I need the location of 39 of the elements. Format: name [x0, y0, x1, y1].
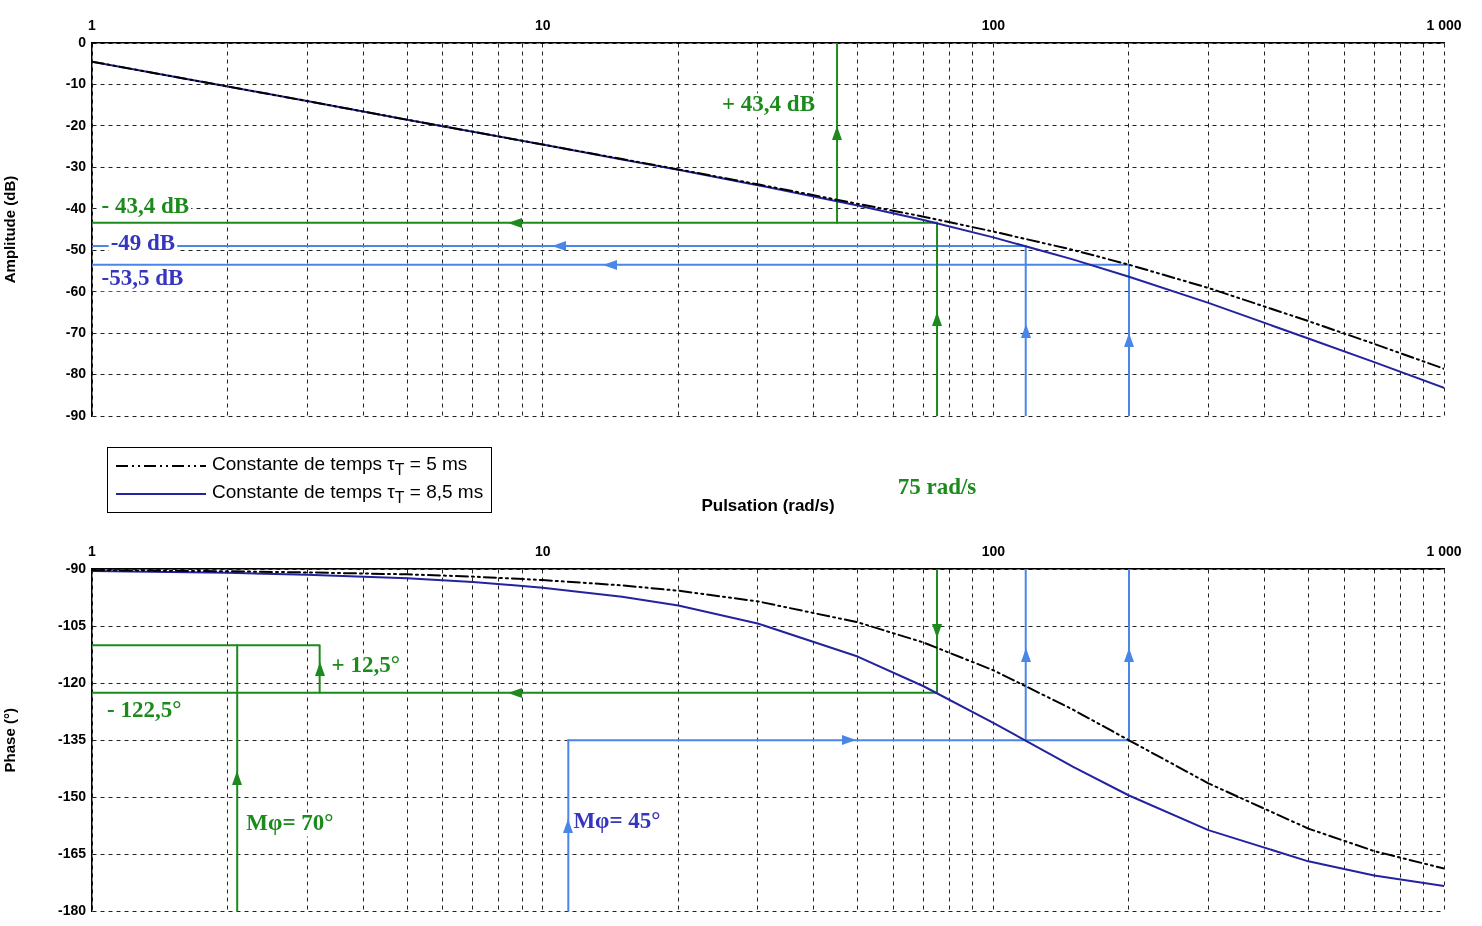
- y-tick-label: -80: [65, 365, 87, 382]
- x-tick-label: 1 000: [1426, 543, 1462, 560]
- y-tick-label: -120: [57, 674, 87, 691]
- annotation: Mφ= 70°: [246, 810, 334, 836]
- x-tick-label: 1 000: [1426, 17, 1462, 34]
- y-tick-label: -105: [57, 616, 87, 633]
- y-tick-label: -150: [57, 788, 87, 805]
- annotation: - 43,4 dB: [101, 192, 190, 218]
- y-axis-title: Amplitude (dB): [1, 175, 19, 284]
- x-tick-label: 100: [981, 543, 1006, 560]
- x-tick-label: 10: [534, 543, 551, 560]
- legend-label: Constante de temps τ$_{T}$ = 5 ms: [212, 453, 468, 479]
- x-tick-label: 10: [534, 17, 551, 34]
- annotation: -53,5 dB: [101, 265, 184, 291]
- y-tick-label: -90: [65, 406, 87, 423]
- y-tick-label: -10: [65, 75, 87, 92]
- legend-label: Constante de temps τ$_{T}$ = 8,5 ms: [212, 481, 484, 507]
- y-tick-label: -60: [65, 282, 87, 299]
- x-tick-label: 1: [88, 17, 97, 34]
- y-tick-label: -165: [57, 845, 87, 862]
- annotation: 75 rad/s: [897, 473, 977, 499]
- y-tick-label: -70: [65, 323, 87, 340]
- y-tick-label: -50: [65, 241, 87, 258]
- y-tick-label: -30: [65, 158, 87, 175]
- y-tick-label: 0: [78, 33, 87, 50]
- y-tick-label: -90: [65, 559, 87, 576]
- x-tick-label: 100: [981, 17, 1006, 34]
- x-axis-title: Pulsation (rad/s): [701, 496, 835, 516]
- annotation: + 43,4 dB: [722, 91, 815, 117]
- y-axis-title: Phase (°): [1, 708, 19, 773]
- y-tick-label: -135: [57, 731, 87, 748]
- annotation: + 12,5°: [331, 652, 400, 678]
- x-tick-label: 1: [88, 543, 97, 560]
- annotation: - 122,5°: [107, 696, 182, 722]
- y-tick-label: -20: [65, 116, 87, 133]
- y-tick-label: -180: [57, 902, 87, 919]
- annotation: -49 dB: [110, 229, 176, 255]
- y-tick-label: -40: [65, 199, 87, 216]
- annotation: Mφ= 45°: [573, 808, 661, 834]
